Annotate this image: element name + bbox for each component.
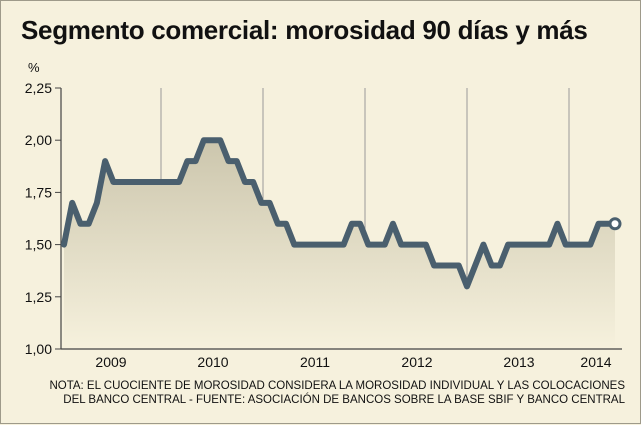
y-unit-label: % — [28, 60, 40, 75]
x-tick-label: 2012 — [401, 354, 432, 370]
x-tick-label: 2011 — [300, 354, 330, 370]
note-line-2: DEL BANCO CENTRAL - FUENTE: ASOCIACIÓN D… — [63, 394, 625, 406]
y-tick-label: 1,25 — [25, 289, 52, 305]
note-line-1: NOTA: EL CUOCIENTE DE MOROSIDAD CONSIDER… — [49, 380, 625, 392]
x-tick-label: 2010 — [197, 354, 228, 370]
series-line — [61, 137, 618, 290]
y-tick-label: 1,75 — [25, 184, 52, 200]
series-end-marker — [608, 217, 622, 231]
y-tick-label: 1,50 — [25, 237, 52, 253]
chart-title: Segmento comercial: morosidad 90 días y … — [21, 15, 588, 45]
y-tick-label: 1,00 — [25, 341, 52, 357]
y-tick-label: 2,00 — [25, 132, 52, 148]
chart-note: NOTA: EL CUOCIENTE DE MOROSIDAD CONSIDER… — [15, 379, 625, 407]
x-tick-label: 2014 — [580, 354, 611, 370]
x-tick-label: 2009 — [95, 354, 126, 370]
y-tick-label: 2,25 — [25, 80, 52, 96]
x-tick-label: 2013 — [503, 354, 534, 370]
